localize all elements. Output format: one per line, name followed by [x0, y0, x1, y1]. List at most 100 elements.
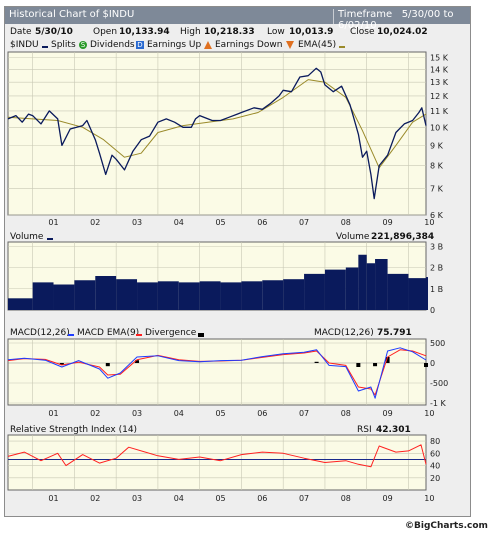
timeframe-label: Timeframe: [338, 9, 393, 20]
volume-bar: [324, 269, 346, 310]
divergence-bar: [424, 363, 428, 367]
charts-canvas: 15 K14 K13 K12 K11 K10 K9 K8 K7 K6 K01 02…: [7, 51, 449, 503]
macd-ema-swatch-icon: [136, 334, 142, 336]
volume-value-label: Volume: [336, 232, 370, 242]
volume-bar: [241, 281, 263, 310]
x-tick-label: 06: [257, 494, 267, 503]
macd-label: MACD(12,26): [10, 328, 70, 338]
price-tick-label: 8 K: [430, 162, 444, 171]
volume-bar: [358, 254, 367, 310]
divergence-bar: [59, 363, 64, 365]
x-tick-label: 09: [382, 409, 392, 418]
price-tick-label: 10 K: [430, 123, 449, 132]
macd-panel: [7, 338, 427, 406]
volume-bar: [366, 263, 376, 310]
volume-bar: [387, 273, 409, 310]
chart-title: Historical Chart of $INDU: [9, 9, 135, 20]
legend-earnings-up: Earnings Up: [147, 40, 202, 50]
timeframe-to: to: [443, 9, 454, 20]
rsi-label: Relative Strength Index (14): [10, 425, 138, 435]
volume-bar: [74, 280, 96, 310]
splits-icon: S: [79, 41, 87, 49]
divergence-bar: [105, 363, 110, 367]
macd-value: 75.791: [377, 328, 412, 338]
macd-tick-label: -500: [430, 379, 448, 388]
x-tick-label: 05: [215, 218, 225, 227]
divergence-label: Divergence: [145, 328, 197, 338]
rsi-tick-label: 40: [430, 462, 440, 471]
close-label: Close: [350, 27, 375, 37]
macd-line: [7, 347, 427, 399]
rsi-tick-label: 60: [430, 449, 440, 458]
volume-tick-label: 1 B: [430, 285, 443, 294]
x-tick-label: 10: [424, 218, 434, 227]
price-tick-label: 13 K: [430, 78, 449, 87]
volume-bar: [137, 282, 158, 310]
open-label: Open: [93, 27, 118, 37]
high-value: 10,218.33: [204, 27, 255, 37]
price-line: [7, 67, 427, 200]
legend-splits: Splits: [51, 40, 76, 50]
x-tick-label: 03: [132, 218, 142, 227]
macd-value-label: MACD(12,26): [314, 328, 374, 338]
price-tick-label: 7 K: [430, 185, 444, 194]
divergence-swatch-icon: [198, 333, 204, 337]
divergence-bar: [385, 357, 390, 363]
price-tick-label: 6 K: [430, 211, 444, 220]
x-tick-label: 01: [48, 409, 58, 418]
divergence-bar: [373, 363, 378, 367]
x-tick-label: 03: [132, 494, 142, 503]
chart-frame: Historical Chart of $INDU Timeframe 5/30…: [4, 6, 471, 517]
x-tick-label: 02: [90, 218, 100, 227]
legend-symbol: $INDU: [10, 40, 39, 50]
x-tick-label: 05: [215, 494, 225, 503]
ema-line: [7, 79, 427, 169]
x-tick-label: 09: [382, 218, 392, 227]
x-tick-label: 07: [299, 218, 309, 227]
volume-tick-label: 2 B: [430, 264, 443, 273]
x-tick-label: 02: [90, 409, 100, 418]
credit: ©BigCharts.com: [405, 521, 488, 531]
divergence-bar: [314, 361, 319, 363]
timeframe-end: 6/02/10: [338, 20, 377, 31]
volume-bar: [345, 267, 359, 310]
x-tick-label: 09: [382, 494, 392, 503]
ema-swatch-icon: [339, 46, 345, 48]
date-label: Date: [10, 27, 32, 37]
x-tick-label: 04: [174, 494, 184, 503]
price-tick-label: 14 K: [430, 65, 449, 74]
legend-dividends: Dividends: [90, 40, 135, 50]
open-value: 10,133.94: [119, 27, 170, 37]
volume-value: 221,896,384: [371, 232, 435, 242]
price-tick-label: 15 K: [430, 54, 449, 63]
x-tick-label: 02: [90, 494, 100, 503]
volume-tick-label: 0: [430, 306, 435, 315]
timeframe[interactable]: Timeframe 5/30/00 to 6/02/10: [333, 9, 470, 31]
price-tick-label: 11 K: [430, 107, 449, 116]
volume-bar: [116, 279, 138, 310]
date-value: 5/30/10: [35, 27, 73, 37]
earnings-down-icon: [286, 41, 294, 49]
volume-bar: [95, 276, 117, 310]
x-tick-label: 08: [341, 409, 351, 418]
x-tick-label: 08: [341, 218, 351, 227]
volume-bar: [199, 281, 221, 310]
dividends-icon: D: [136, 41, 144, 49]
price-tick-label: 9 K: [430, 141, 444, 150]
volume-bar: [262, 280, 284, 310]
volume-bar: [220, 282, 242, 310]
low-value: 10,013.9: [289, 27, 334, 37]
x-tick-label: 01: [48, 494, 58, 503]
volume-bar: [283, 279, 305, 310]
volume-bar: [32, 282, 54, 310]
volume-bar: [408, 278, 426, 310]
price-swatch-icon: [42, 46, 48, 48]
price-tick-label: 12 K: [430, 92, 449, 101]
x-tick-label: 04: [174, 218, 184, 227]
volume-bar: [157, 281, 179, 310]
legend-earnings-down: Earnings Down: [215, 40, 283, 50]
price-panel: [7, 51, 427, 216]
volume-swatch-icon: [47, 238, 53, 240]
legend-ema: EMA(45): [298, 40, 337, 50]
macd-swatch-icon: [68, 334, 74, 336]
